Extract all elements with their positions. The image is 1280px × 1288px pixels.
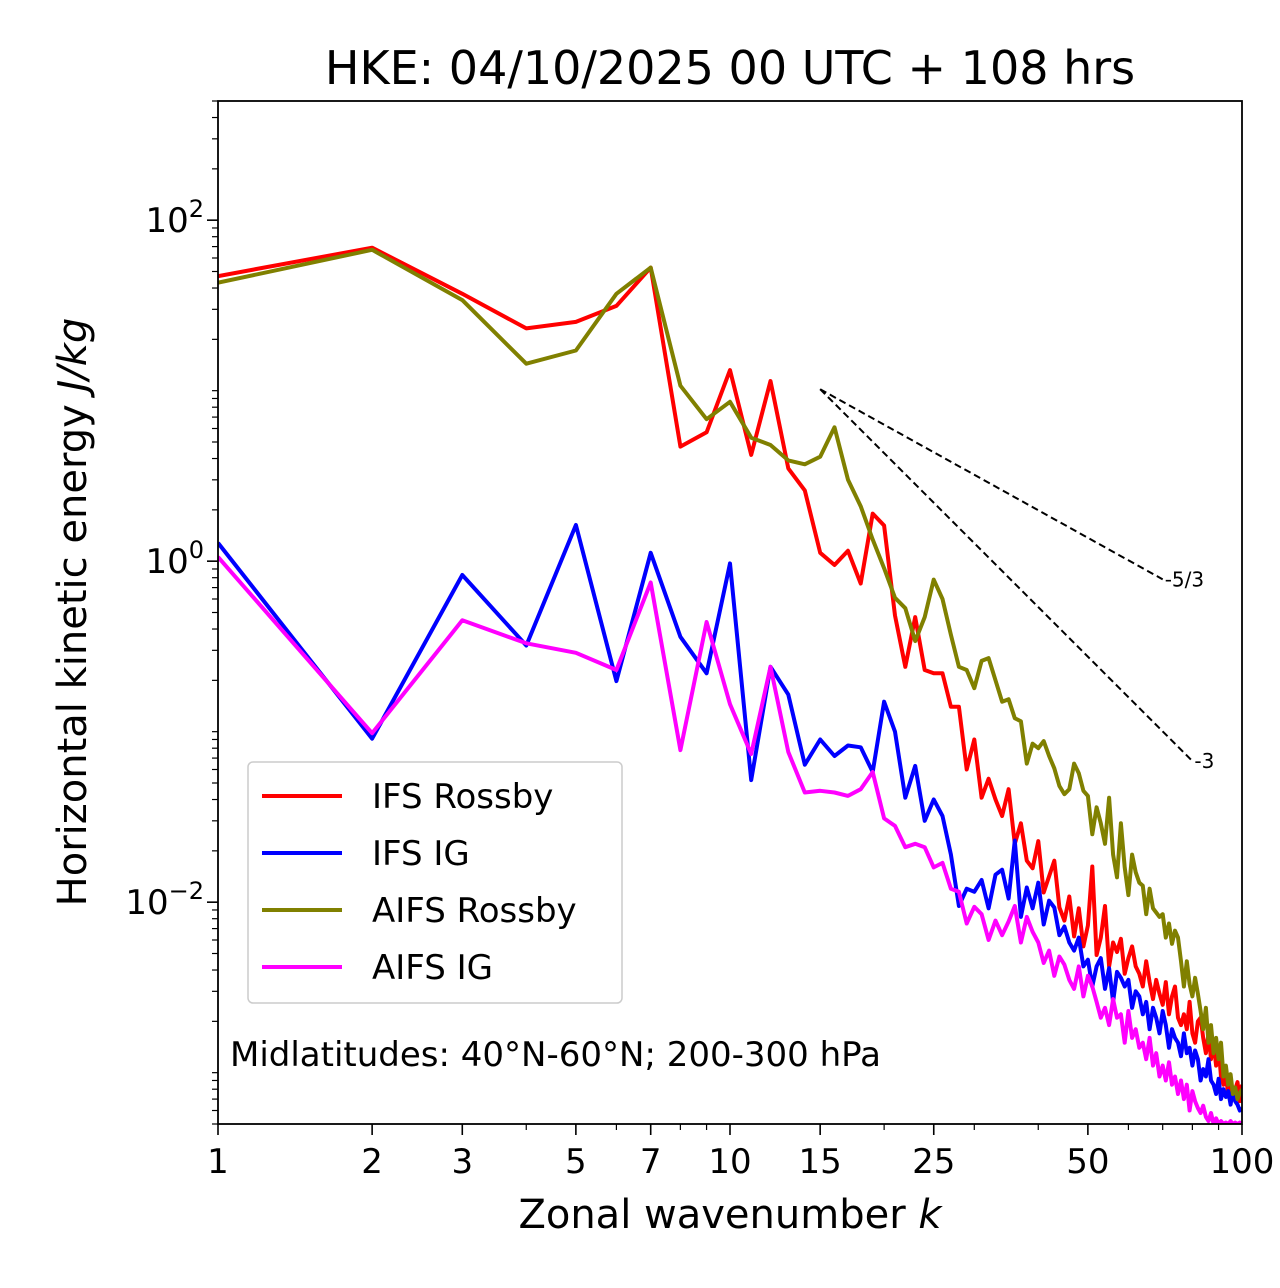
x-tick-label: 10 [708, 1142, 751, 1182]
x-tick-label: 50 [1066, 1142, 1109, 1182]
region-annotation: Midlatitudes: 40°N-60°N; 200-300 hPa [230, 1035, 881, 1075]
x-tick-label: 5 [565, 1142, 587, 1182]
series-line-2 [218, 523, 1242, 1113]
legend: IFS Rossby IFS IG AIFS Rossby AIFS IG [247, 761, 623, 1004]
reference-slope-line-2 [819, 388, 1194, 762]
y-tick-layer: 102 100 10−2 [125, 100, 218, 1125]
reference-slope-layer: -5/3 -3 [819, 388, 1214, 773]
x-tick-label: 100 [1210, 1142, 1275, 1182]
x-tick-label: 2 [361, 1142, 383, 1182]
series-line-4 [218, 555, 1242, 1124]
series-line-3 [218, 247, 1242, 1102]
x-tick-label: 1 [207, 1142, 229, 1182]
y-tick-label: 102 [145, 195, 204, 241]
series-layer [218, 245, 1242, 1124]
y-axis-label: Horizontal kinetic energy J/kg [50, 318, 96, 907]
x-tick-label: 15 [799, 1142, 842, 1182]
y-tick-label: 10−2 [125, 877, 204, 923]
x-axis-label: Zonal wavenumber k [518, 1192, 943, 1238]
reference-slope-line-1 [819, 388, 1164, 581]
legend-label-4: AIFS IG [372, 948, 493, 988]
x-tick-label: 25 [912, 1142, 955, 1182]
reference-slope-label-2: -3 [1194, 749, 1214, 773]
legend-label-2: IFS IG [372, 834, 470, 874]
x-tick-label: 7 [640, 1142, 662, 1182]
legend-label-1: IFS Rossby [372, 777, 553, 817]
legend-box [247, 761, 623, 1004]
reference-slope-label-1: -5/3 [1165, 567, 1204, 591]
x-tick-layer: 1 2 3 5 7 10 15 25 50 100 [207, 1124, 1274, 1182]
legend-label-3: AIFS Rossby [372, 891, 577, 931]
chart-title: HKE: 04/10/2025 00 UTC + 108 hrs [325, 41, 1135, 95]
y-tick-label: 100 [145, 536, 204, 582]
x-tick-label: 3 [451, 1142, 473, 1182]
